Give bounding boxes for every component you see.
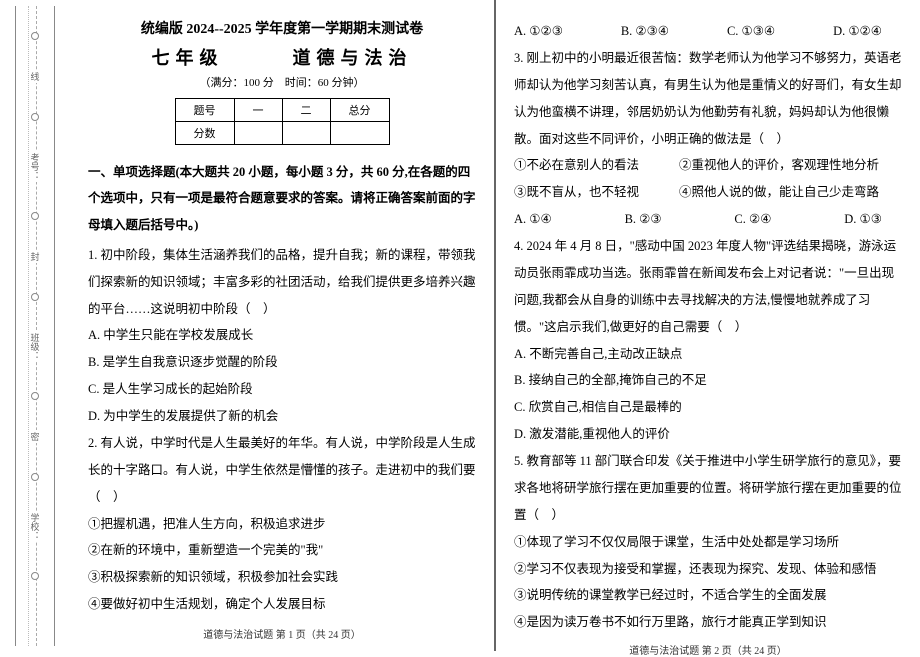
q5-item-4: ④是因为读万卷书不如行万里路，旅行才能真正学到知识 <box>514 609 902 636</box>
q3-row1: ①不必在意别人的看法 ②重视他人的评价，客观理性地分析 <box>514 152 902 179</box>
th: 题号 <box>175 99 234 122</box>
q3-opt-a: A. ①④ <box>514 206 552 233</box>
binding-strip: 线 考号： 封 班级： 密 学校： <box>15 6 55 646</box>
q3-item-1: ①不必在意别人的看法 <box>514 152 639 179</box>
pages-container: 统编版 2024--2025 学年度第一学期期末测试卷 七年级 道德与法治 （满… <box>70 0 920 651</box>
page-left: 统编版 2024--2025 学年度第一学期期末测试卷 七年级 道德与法治 （满… <box>70 0 494 651</box>
page-footer: 道德与法治试题 第 1 页（共 24 页） <box>88 620 476 641</box>
q3-opt-d: D. ①③ <box>844 206 882 233</box>
q3-options-row: A. ①④ B. ②③ C. ②④ D. ①③ <box>514 206 902 233</box>
td <box>330 122 389 145</box>
q2-opt-d: D. ①②④ <box>833 18 882 45</box>
q2-item-2: ②在新的环境中，重新塑造一个完美的"我" <box>88 537 476 564</box>
q1-opt-c: C. 是人生学习成长的起始阶段 <box>88 376 476 403</box>
page-right: A. ①②③ B. ②③④ C. ①③④ D. ①②④ 3. 刚上初中的小明最近… <box>496 0 920 651</box>
q5-stem: 5. 教育部等 11 部门联合印发《关于推进中小学生研学旅行的意见》，要求各地将… <box>514 448 902 529</box>
grade-label: 七年级 <box>152 48 224 68</box>
th: 总分 <box>330 99 389 122</box>
q1-opt-b: B. 是学生自我意识逐步觉醒的阶段 <box>88 349 476 376</box>
q3-row2: ③既不盲从，也不轻视 ④照他人说的做，能让自己少走弯路 <box>514 179 902 206</box>
q4-opt-a: A. 不断完善自己,主动改正缺点 <box>514 341 902 368</box>
page-footer: 道德与法治试题 第 2 页（共 24 页） <box>514 636 902 657</box>
q3-item-3: ③既不盲从，也不轻视 <box>514 179 639 206</box>
th: 二 <box>282 99 330 122</box>
q2-item-1: ①把握机遇，把准人生方向，积极追求进步 <box>88 511 476 538</box>
exam-title-line1: 统编版 2024--2025 学年度第一学期期末测试卷 <box>88 18 476 38</box>
exam-subtitle: （满分：100 分 时间：60 分钟） <box>88 74 476 90</box>
binding-label: 密 <box>29 430 42 443</box>
q1-stem: 1. 初中阶段，集体生活涵养我们的品格，提升自我；新的课程，带领我们探索新的知识… <box>88 242 476 323</box>
q5-item-2: ②学习不仅表现为接受和掌握，还表现为探究、发现、体验和感悟 <box>514 556 902 583</box>
th: 一 <box>234 99 282 122</box>
q3-stem: 3. 刚上初中的小明最近很苦恼：数学老师认为他学习不够努力，英语老师却认为他学习… <box>514 45 902 153</box>
binding-label: 班级： <box>29 331 42 362</box>
q3-opt-b: B. ②③ <box>625 206 662 233</box>
binding-margin: 线 考号： 封 班级： 密 学校： <box>0 0 70 651</box>
td <box>282 122 330 145</box>
q2-stem: 2. 有人说，中学时代是人生最美好的年华。有人说，中学阶段是人生成长的十字路口。… <box>88 430 476 511</box>
binding-label: 学校： <box>29 511 42 542</box>
binding-hole-icon <box>31 473 39 481</box>
q3-opt-c: C. ②④ <box>734 206 771 233</box>
binding-label: 线 <box>29 70 42 83</box>
section-heading: 一、单项选择题(本大题共 20 小题，每小题 3 分，共 60 分,在各题的四个… <box>88 159 476 238</box>
binding-inner-dotted <box>28 6 29 646</box>
q2-item-4: ④要做好初中生活规划，确定个人发展目标 <box>88 591 476 618</box>
q2-item-3: ③积极探索新的知识领域，积极参加社会实践 <box>88 564 476 591</box>
q2-opt-a: A. ①②③ <box>514 18 563 45</box>
binding-hole-icon <box>31 293 39 301</box>
binding-hole-icon <box>31 32 39 40</box>
binding-dotted-line <box>36 6 37 646</box>
q5-item-3: ③说明传统的课堂教学已经过时，不适合学生的全面发展 <box>514 582 902 609</box>
q2-options-row: A. ①②③ B. ②③④ C. ①③④ D. ①②④ <box>514 18 902 45</box>
td <box>234 122 282 145</box>
q4-opt-c: C. 欣赏自己,相信自己是最棒的 <box>514 394 902 421</box>
binding-hole-icon <box>31 113 39 121</box>
q4-opt-d: D. 激发潜能,重视他人的评价 <box>514 421 902 448</box>
binding-label: 考号： <box>29 151 42 182</box>
table-row: 分数 <box>175 122 389 145</box>
binding-hole-icon <box>31 392 39 400</box>
q3-item-4: ④照他人说的做，能让自己少走弯路 <box>679 179 879 206</box>
q1-opt-d: D. 为中学生的发展提供了新的机会 <box>88 403 476 430</box>
exam-title-line2: 七年级 道德与法治 <box>88 44 476 70</box>
binding-label: 封 <box>29 250 42 263</box>
q4-opt-b: B. 接纳自己的全部,掩饰自己的不足 <box>514 367 902 394</box>
td: 分数 <box>175 122 234 145</box>
q2-opt-c: C. ①③④ <box>727 18 775 45</box>
subject-label: 道德与法治 <box>293 48 413 68</box>
score-table: 题号 一 二 总分 分数 <box>175 98 390 145</box>
q4-stem: 4. 2024 年 4 月 8 日，"感动中国 2023 年度人物"评选结果揭晓… <box>514 233 902 341</box>
q3-item-2: ②重视他人的评价，客观理性地分析 <box>679 152 879 179</box>
table-row: 题号 一 二 总分 <box>175 99 389 122</box>
q5-item-1: ①体现了学习不仅仅局限于课堂，生活中处处都是学习场所 <box>514 529 902 556</box>
binding-hole-icon <box>31 212 39 220</box>
q2-opt-b: B. ②③④ <box>621 18 669 45</box>
binding-hole-icon <box>31 572 39 580</box>
q1-opt-a: A. 中学生只能在学校发展成长 <box>88 322 476 349</box>
